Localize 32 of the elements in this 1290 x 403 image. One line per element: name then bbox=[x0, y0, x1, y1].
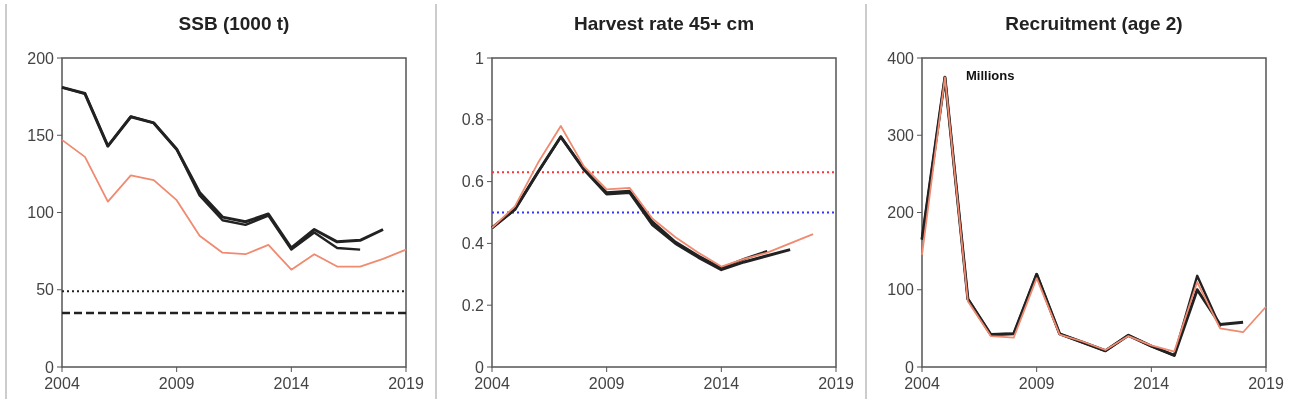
y-tick-label: 100 bbox=[887, 281, 915, 299]
y-tick-label: 100 bbox=[27, 204, 55, 222]
x-tick-label: 2009 bbox=[588, 375, 625, 392]
y-tick-label: 200 bbox=[887, 204, 915, 222]
x-tick-label: 2004 bbox=[474, 375, 510, 392]
y-tick-label: 400 bbox=[887, 49, 915, 67]
chart-title: Recruitment (age 2) bbox=[1005, 13, 1183, 34]
y-tick-label: 1 bbox=[475, 49, 485, 67]
x-tick-label: 2014 bbox=[273, 375, 310, 392]
y-tick-label: 300 bbox=[887, 126, 915, 144]
chart-title: Harvest rate 45+ cm bbox=[573, 13, 755, 34]
y-tick-label: 0 bbox=[475, 358, 485, 376]
y-tick-label: 0 bbox=[905, 358, 915, 376]
y-tick-label: 0 bbox=[45, 358, 55, 376]
x-tick-label: 2004 bbox=[44, 375, 80, 392]
y-tick-label: 50 bbox=[36, 281, 55, 299]
annotation: Millions bbox=[966, 68, 1015, 83]
x-tick-label: 2009 bbox=[158, 375, 195, 392]
x-tick-label: 2019 bbox=[818, 375, 854, 392]
x-tick-label: 2019 bbox=[388, 375, 424, 392]
y-tick-label: 0.8 bbox=[461, 111, 485, 129]
y-tick-label: 0.2 bbox=[461, 296, 485, 314]
x-tick-label: 2019 bbox=[1248, 375, 1284, 392]
y-tick-label: 200 bbox=[27, 49, 55, 67]
x-tick-label: 2014 bbox=[1133, 375, 1170, 392]
y-tick-label: 150 bbox=[27, 126, 55, 144]
chart-title: SSB (1000 t) bbox=[178, 13, 290, 34]
x-tick-label: 2009 bbox=[1018, 375, 1055, 392]
y-tick-label: 0.4 bbox=[461, 235, 485, 252]
y-tick-label: 0.6 bbox=[461, 173, 485, 191]
x-tick-label: 2014 bbox=[703, 375, 740, 392]
x-tick-label: 2004 bbox=[904, 375, 940, 392]
